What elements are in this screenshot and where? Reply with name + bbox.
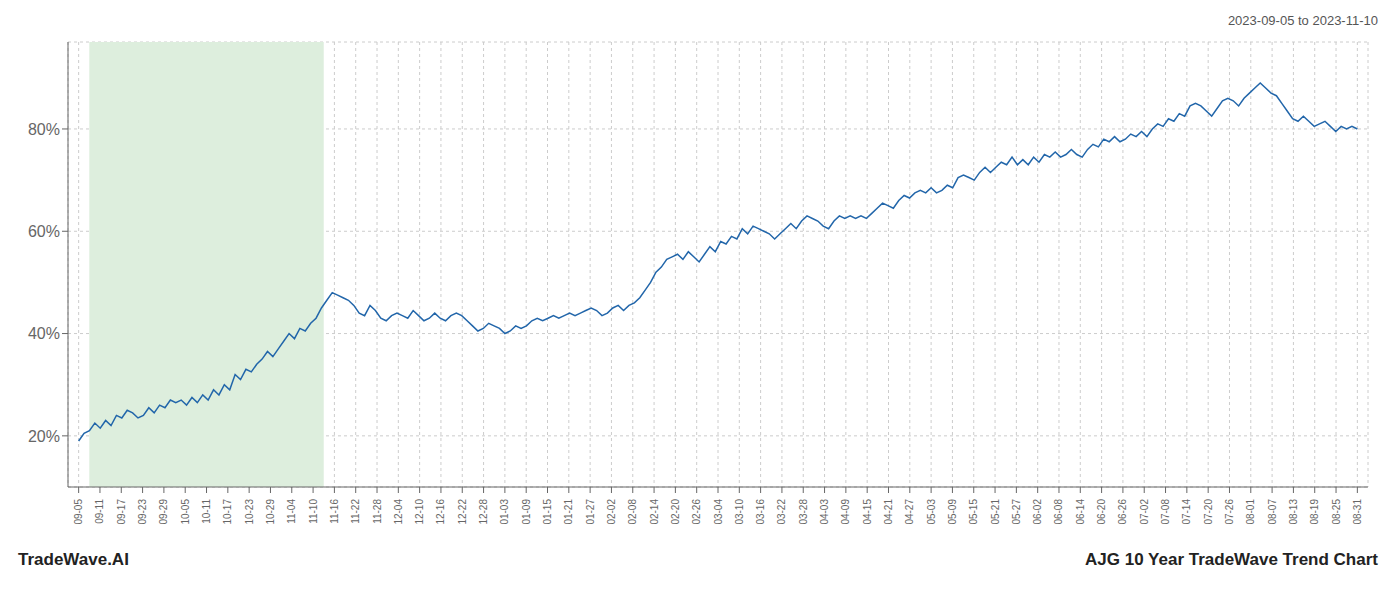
svg-text:07-14: 07-14 bbox=[1181, 499, 1192, 525]
svg-text:09-23: 09-23 bbox=[137, 499, 148, 525]
svg-text:07-02: 07-02 bbox=[1139, 499, 1150, 525]
svg-text:11-04: 11-04 bbox=[286, 499, 297, 524]
svg-text:11-22: 11-22 bbox=[350, 499, 361, 524]
svg-text:04-15: 04-15 bbox=[862, 499, 873, 525]
svg-text:12-10: 12-10 bbox=[414, 499, 425, 525]
svg-text:09-05: 09-05 bbox=[73, 499, 84, 525]
html-text:TradeWave.AI: TradeWave.AI bbox=[18, 550, 129, 569]
svg-text:03-28: 03-28 bbox=[798, 499, 809, 525]
svg-text:08-01: 08-01 bbox=[1245, 499, 1256, 525]
html-text:AJG 10 Year TradeWave Trend Ch: AJG 10 Year TradeWave Trend Chart bbox=[1085, 550, 1378, 569]
svg-text:40%: 40% bbox=[28, 325, 60, 342]
svg-text:05-15: 05-15 bbox=[968, 499, 979, 525]
svg-text:02-02: 02-02 bbox=[606, 499, 617, 525]
svg-text:03-04: 03-04 bbox=[713, 499, 724, 525]
svg-text:04-09: 04-09 bbox=[840, 499, 851, 525]
svg-text:01-09: 01-09 bbox=[521, 499, 532, 525]
svg-text:04-03: 04-03 bbox=[819, 499, 830, 525]
svg-text:02-08: 02-08 bbox=[627, 499, 638, 525]
svg-text:01-27: 01-27 bbox=[585, 499, 596, 525]
svg-text:01-03: 01-03 bbox=[499, 499, 510, 525]
svg-text:05-09: 05-09 bbox=[947, 499, 958, 525]
svg-text:06-20: 06-20 bbox=[1096, 499, 1107, 525]
svg-text:02-26: 02-26 bbox=[691, 499, 702, 525]
svg-text:09-11: 09-11 bbox=[94, 499, 105, 524]
svg-text:08-25: 08-25 bbox=[1331, 499, 1342, 525]
svg-text:08-19: 08-19 bbox=[1309, 499, 1320, 525]
svg-text:12-04: 12-04 bbox=[393, 499, 404, 525]
svg-text:12-16: 12-16 bbox=[435, 499, 446, 525]
svg-text:07-26: 07-26 bbox=[1224, 499, 1235, 525]
svg-text:11-16: 11-16 bbox=[329, 499, 340, 524]
svg-text:06-08: 06-08 bbox=[1053, 499, 1064, 525]
svg-text:11-10: 11-10 bbox=[308, 499, 319, 524]
svg-text:05-03: 05-03 bbox=[926, 499, 937, 525]
svg-text:12-22: 12-22 bbox=[457, 499, 468, 525]
svg-text:10-05: 10-05 bbox=[180, 499, 191, 525]
svg-text:10-17: 10-17 bbox=[222, 499, 233, 525]
svg-text:04-27: 04-27 bbox=[904, 499, 915, 525]
svg-text:07-08: 07-08 bbox=[1160, 499, 1171, 525]
svg-text:05-21: 05-21 bbox=[990, 499, 1001, 525]
svg-text:04-21: 04-21 bbox=[883, 499, 894, 525]
svg-text:03-10: 03-10 bbox=[734, 499, 745, 525]
svg-text:03-16: 03-16 bbox=[755, 499, 766, 525]
svg-text:09-17: 09-17 bbox=[116, 499, 127, 525]
svg-text:20%: 20% bbox=[28, 428, 60, 445]
svg-text:08-07: 08-07 bbox=[1267, 499, 1278, 525]
svg-text:01-21: 01-21 bbox=[563, 499, 574, 525]
svg-text:02-20: 02-20 bbox=[670, 499, 681, 525]
svg-text:03-22: 03-22 bbox=[776, 499, 787, 525]
svg-text:02-14: 02-14 bbox=[649, 499, 660, 525]
svg-text:07-20: 07-20 bbox=[1203, 499, 1214, 525]
svg-text:06-14: 06-14 bbox=[1075, 499, 1086, 525]
svg-text:06-02: 06-02 bbox=[1032, 499, 1043, 525]
html-text:2023-09-05 to 2023-11-10: 2023-09-05 to 2023-11-10 bbox=[1227, 12, 1378, 28]
svg-text:12-28: 12-28 bbox=[478, 499, 489, 525]
svg-text:10-29: 10-29 bbox=[265, 499, 276, 525]
svg-text:60%: 60% bbox=[28, 223, 60, 240]
svg-text:08-31: 08-31 bbox=[1352, 499, 1363, 525]
svg-text:10-23: 10-23 bbox=[244, 499, 255, 525]
svg-text:08-13: 08-13 bbox=[1288, 499, 1299, 525]
svg-text:06-26: 06-26 bbox=[1117, 499, 1128, 525]
svg-text:01-15: 01-15 bbox=[542, 499, 553, 525]
svg-text:10-11: 10-11 bbox=[201, 499, 212, 524]
svg-text:05-27: 05-27 bbox=[1011, 499, 1022, 525]
svg-text:09-29: 09-29 bbox=[158, 499, 169, 525]
svg-text:80%: 80% bbox=[28, 121, 60, 138]
svg-text:11-28: 11-28 bbox=[372, 499, 383, 524]
